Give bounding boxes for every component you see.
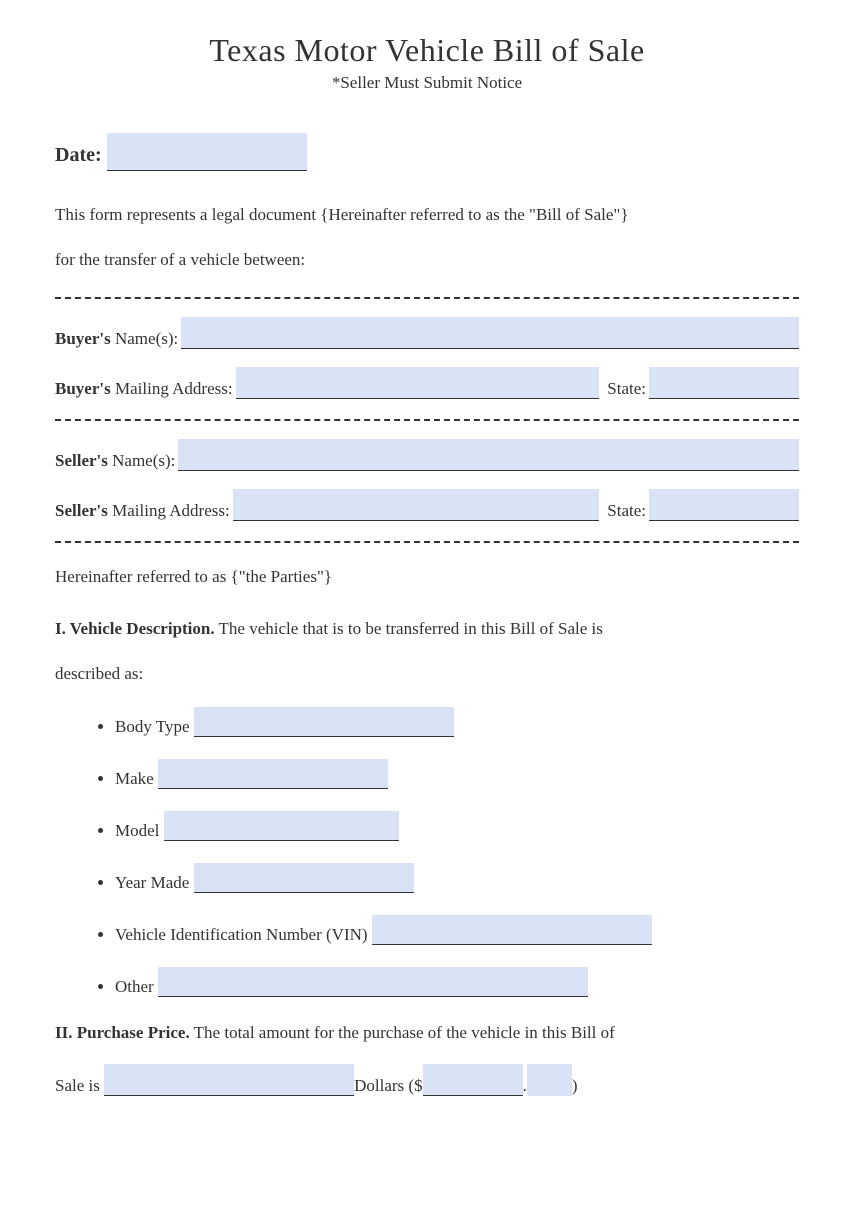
buyer-address-field[interactable]	[236, 367, 600, 399]
dollars-label: Dollars ($	[354, 1076, 422, 1096]
other-field[interactable]	[158, 967, 588, 997]
other-label: Other	[115, 977, 154, 997]
model-item: Model	[115, 811, 799, 841]
vin-item: Vehicle Identification Number (VIN)	[115, 915, 799, 945]
buyer-prefix-1: Buyer's	[55, 329, 111, 348]
buyer-addr-label: Mailing Address:	[111, 379, 233, 398]
divider-3	[55, 541, 799, 543]
year-made-field[interactable]	[194, 863, 414, 893]
buyer-name-row: Buyer's Name(s):	[55, 317, 799, 349]
date-label: Date:	[55, 144, 102, 166]
year-made-label: Year Made	[115, 873, 189, 893]
body-type-field[interactable]	[194, 707, 454, 737]
sale-is-label: Sale is	[55, 1076, 100, 1096]
buyer-prefix-2: Buyer's	[55, 379, 111, 398]
vehicle-list: Body Type Make Model Year Made V	[55, 707, 799, 997]
buyer-name-label: Name(s):	[111, 329, 179, 348]
page-subtitle: *Seller Must Submit Notice	[55, 73, 799, 93]
seller-addr-label: Mailing Address:	[108, 501, 230, 520]
seller-address-row: Seller's Mailing Address: State:	[55, 489, 799, 521]
intro-line-1: This form represents a legal document {H…	[55, 201, 799, 228]
seller-name-label: Name(s):	[108, 451, 176, 470]
section-1-line2: described as:	[55, 660, 799, 687]
seller-name-row: Seller's Name(s):	[55, 439, 799, 471]
seller-name-field[interactable]	[178, 439, 799, 471]
seller-address-field[interactable]	[233, 489, 600, 521]
buyer-name-field[interactable]	[181, 317, 799, 349]
buyer-state-field[interactable]	[649, 367, 799, 399]
page-title: Texas Motor Vehicle Bill of Sale	[55, 32, 799, 69]
divider-2	[55, 419, 799, 421]
other-item: Other	[115, 967, 799, 997]
vin-label: Vehicle Identification Number (VIN)	[115, 925, 368, 945]
section-1-line1: I. Vehicle Description. The vehicle that…	[55, 615, 799, 642]
seller-state-field[interactable]	[649, 489, 799, 521]
body-type-item: Body Type	[115, 707, 799, 737]
section-2-heading: II. Purchase Price.	[55, 1023, 190, 1042]
section-2-body: The total amount for the purchase of the…	[190, 1023, 615, 1042]
intro-line-2: for the transfer of a vehicle between:	[55, 246, 799, 273]
year-made-item: Year Made	[115, 863, 799, 893]
buyer-state-label: State:	[607, 379, 646, 399]
make-field[interactable]	[158, 759, 388, 789]
seller-state-label: State:	[607, 501, 646, 521]
purchase-price-row: Sale is Dollars ($ . )	[55, 1064, 799, 1096]
section-1-heading: I. Vehicle Description.	[55, 619, 215, 638]
vin-field[interactable]	[372, 915, 652, 945]
date-row: Date:	[55, 133, 799, 167]
bill-of-sale-form: Texas Motor Vehicle Bill of Sale *Seller…	[0, 0, 854, 1116]
price-close: )	[572, 1076, 578, 1096]
parties-text: Hereinafter referred to as {"the Parties…	[55, 563, 799, 590]
price-dollars-field[interactable]	[423, 1064, 523, 1096]
model-field[interactable]	[164, 811, 399, 841]
make-label: Make	[115, 769, 154, 789]
make-item: Make	[115, 759, 799, 789]
section-2-line1: II. Purchase Price. The total amount for…	[55, 1019, 799, 1046]
price-words-field[interactable]	[104, 1064, 354, 1096]
buyer-address-row: Buyer's Mailing Address: State:	[55, 367, 799, 399]
model-label: Model	[115, 821, 159, 841]
seller-prefix-2: Seller's	[55, 501, 108, 520]
divider-1	[55, 297, 799, 299]
price-cents-field[interactable]	[527, 1064, 572, 1096]
seller-prefix-1: Seller's	[55, 451, 108, 470]
body-type-label: Body Type	[115, 717, 190, 737]
date-field[interactable]	[107, 133, 307, 171]
section-1-body: The vehicle that is to be transferred in…	[215, 619, 603, 638]
